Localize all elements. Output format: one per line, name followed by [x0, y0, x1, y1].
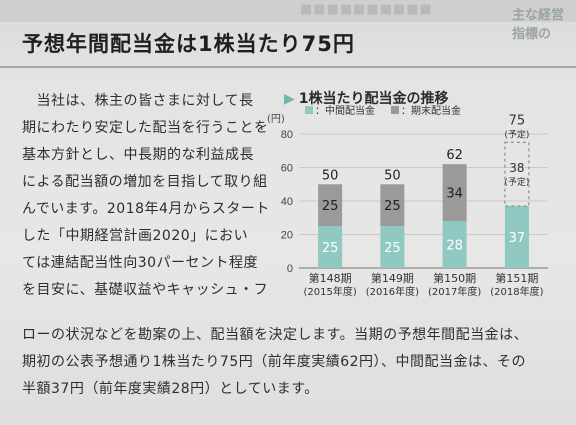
y-tick-label: 60	[281, 163, 293, 175]
total-label: 50	[384, 168, 401, 183]
x-tick-sublabel: (2017年度)	[428, 285, 481, 298]
bar-interim	[318, 226, 343, 268]
data-label-interim: 25	[384, 241, 401, 256]
y-tick-label: 40	[281, 196, 293, 208]
x-tick-label: 第150期	[433, 271, 476, 285]
body-line: ては連結配当性向30パーセント程度	[22, 255, 259, 271]
page-title: 予想年間配当金は1株当たり75円	[22, 32, 355, 56]
data-label-final: 38	[509, 161, 524, 175]
body-line: 期初の公表予想通り1株当たり75円（前年度実績62円）、中間配当金は、その	[22, 354, 527, 370]
body-text: 当社は、株主の皆さまに対して長 期にわたり安定した配当を行うことを 基本方針とし…	[22, 88, 282, 304]
body-line: した「中期経営計画2020」におい	[22, 228, 249, 244]
x-tick-label: 第151期	[495, 271, 538, 285]
bleed-right-text: 主な経営指標の	[512, 8, 565, 42]
legend-label-final: ：期末配当金	[401, 104, 461, 117]
y-tick-label: 0	[287, 263, 293, 275]
triangle-bullet-icon: ▶	[284, 91, 295, 107]
x-tick-label: 第149期	[371, 271, 414, 285]
body-line: んでいます。2018年4月からスタート	[22, 201, 270, 217]
top-strip	[0, 0, 576, 22]
bar-final	[442, 164, 467, 222]
forecast-note: (予定)	[504, 176, 529, 188]
bar-final	[380, 184, 405, 227]
total-label: 62	[446, 148, 463, 163]
legend-swatch-final	[391, 106, 399, 114]
chart-title: ▶ 1株当たり配当金の推移	[284, 88, 449, 108]
y-tick-label: 80	[281, 129, 293, 141]
chart-title-text: 1株当たり配当金の推移	[298, 91, 449, 107]
x-tick-sublabel: (2016年度)	[366, 285, 419, 298]
bar-interim	[442, 221, 467, 268]
data-label-final: 25	[322, 199, 339, 214]
body-line: 当社は、株主の皆さまに対して長	[22, 93, 254, 109]
data-label-interim: 37	[509, 231, 526, 246]
total-label: 75	[509, 113, 526, 128]
forecast-note: (予定)	[504, 128, 529, 140]
bleed-text: ■■■■■■■■■■	[300, 2, 433, 17]
y-tick-label: 20	[281, 230, 293, 242]
data-label-final: 25	[384, 199, 401, 214]
body-line: による配当額の増加を目指して取り組	[22, 174, 268, 190]
legend-swatch-interim	[305, 106, 313, 114]
bar-interim	[380, 226, 405, 268]
body-line: 期にわたり安定した配当を行うことを	[22, 120, 269, 136]
x-tick-sublabel: (2018年度)	[490, 285, 543, 298]
title-rule	[0, 66, 576, 68]
body-line: 基本方針とし、中長期的な利益成長	[22, 147, 254, 163]
body-line: を目安に、基礎収益やキャッシュ・フ	[22, 282, 269, 298]
data-label-interim: 25	[322, 241, 339, 256]
body-text-wide: ローの状況などを勘案の上、配当額を決定します。当期の予想年間配当金は、 期初の公…	[22, 322, 562, 403]
data-label-final: 34	[446, 187, 463, 202]
y-unit-label: (円)	[267, 114, 285, 125]
bar-final-forecast	[504, 141, 530, 207]
x-tick-sublabel: (2015年度)	[303, 285, 356, 298]
legend-label-interim: ：中間配当金	[315, 104, 375, 117]
body-line: 半額37円（前年度実績28円）としています。	[22, 381, 319, 397]
bar-final	[318, 184, 343, 227]
bar-interim	[504, 206, 529, 268]
body-line: ローの状況などを勘案の上、配当額を決定します。当期の予想年間配当金は、	[22, 327, 529, 343]
x-tick-label: 第148期	[309, 271, 352, 285]
total-label: 50	[322, 168, 339, 183]
data-label-interim: 28	[446, 239, 463, 254]
